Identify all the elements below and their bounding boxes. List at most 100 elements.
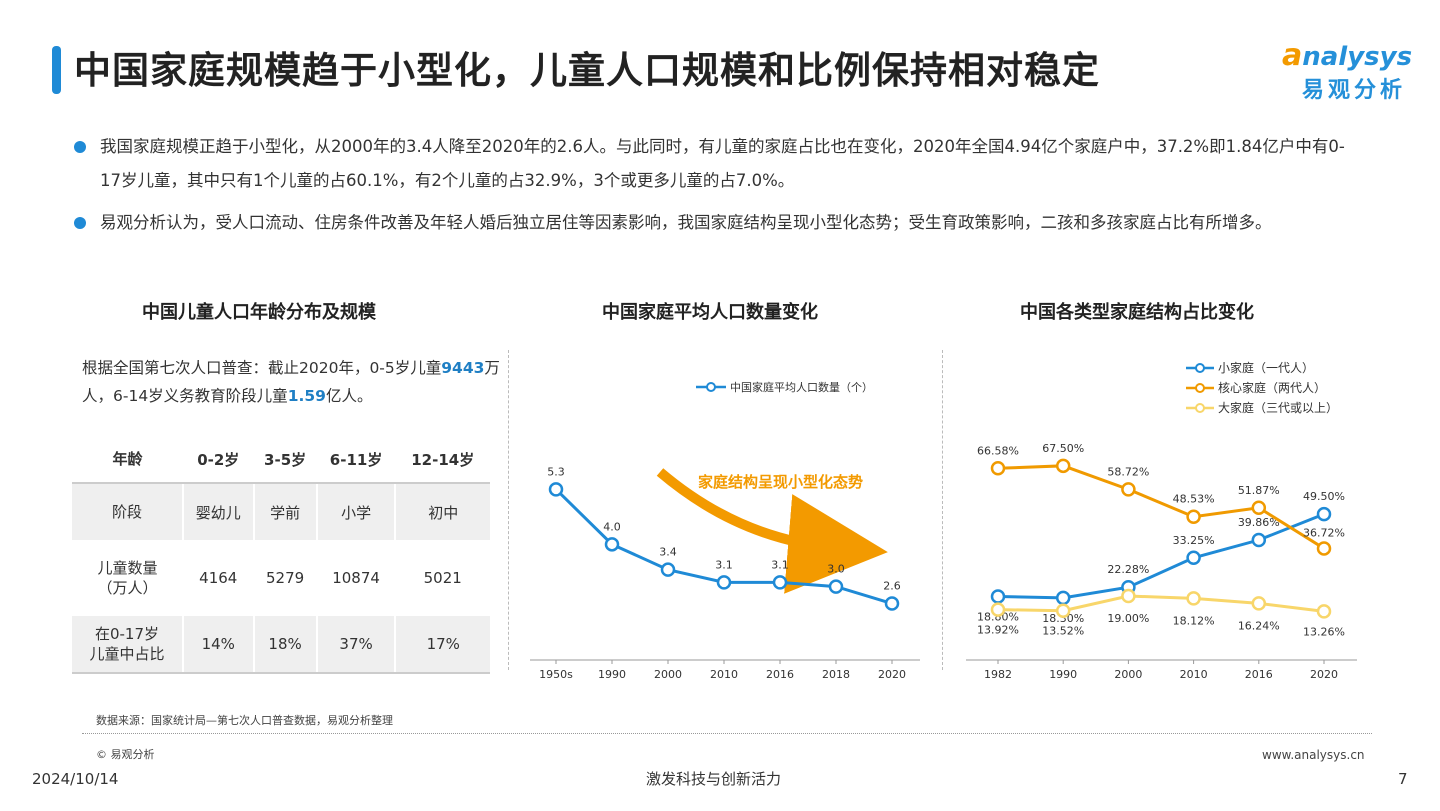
footer-divider [82,733,1372,734]
data-label: 33.25% [1173,534,1215,547]
series-line [997,464,1325,550]
bullet-dot-icon [74,141,86,153]
data-point [1186,591,1201,606]
logo-cn: 易观分析 [1302,78,1407,103]
data-label: 13.52% [1042,625,1084,638]
data-point [1251,500,1267,516]
x-tick-label: 1982 [984,668,1012,681]
bullet-dot-icon [74,217,86,229]
x-tick-label: 2010 [1180,668,1208,681]
data-label: 3.1 [771,558,789,571]
data-label: 51.87% [1238,484,1280,497]
data-point [772,575,788,590]
data-point [1055,458,1071,474]
data-label: 18.30% [1042,612,1084,625]
table-header: 12-14岁 [395,436,490,484]
data-source: 数据来源：国家统计局—第七次人口普查数据，易观分析整理 [96,714,393,727]
data-point [1186,550,1201,566]
table-cell: 14% [182,616,254,674]
logo: analysys [1282,38,1413,73]
data-point [1316,541,1332,556]
data-label: 18.12% [1173,614,1215,627]
data-point [990,602,1006,617]
table-row: 阶段 婴幼儿 学前 小学 初中 [72,483,490,540]
data-label: 4.0 [603,520,621,533]
table-row: 儿童数量 （万人） 4164 5279 10874 5021 [72,540,490,616]
legend-label: 小家庭（一代人） [1218,360,1314,375]
legend-label: 大家庭（三代或以上） [1218,400,1338,415]
data-label: 49.50% [1303,490,1345,503]
legend-marker [1195,403,1205,413]
data-label: 67.50% [1042,442,1084,455]
family-structure-chart: 1982 1990 2000 2010 2016 2020 18.80% 18.30% 22.2… [966,360,1357,681]
table-cell: 学前 [252,483,317,540]
data-label: 22.28% [1107,563,1149,576]
data-label: 36.72% [1303,526,1345,539]
census-note: 根据全国第七次人口普查：截止2020年，0-5岁儿童9443万人，6-14岁义务… [82,359,500,405]
data-label: 3.1 [715,558,733,571]
table-cell: 4164 [199,569,238,587]
table-cell: 儿童数量 （万人） [97,559,158,597]
data-point [1316,604,1332,619]
table-cell: 小学 [315,483,396,540]
page-number: 7 [1398,770,1408,788]
trend-annotation: 家庭结构呈现小型化态势 [698,473,863,491]
data-point [660,562,676,577]
bullet-1: 我国家庭规模正趋于小型化，从2000年的3.4人降至2020年的2.6人。与此同… [74,130,1354,198]
table-header: 年龄 [72,436,183,484]
table-header: 6-11岁 [316,436,396,484]
copyright: © 易观分析 [96,748,155,761]
table-cell: 婴幼儿 [182,483,254,540]
data-point [1251,532,1267,548]
data-point [1055,590,1071,606]
series-line [997,594,1325,613]
table-cell: 阶段 [72,483,183,540]
data-label: 66.58% [977,444,1019,457]
panel1-title: 中国儿童人口年龄分布及规模 [142,302,376,323]
x-tick-label: 1990 [1049,668,1077,681]
data-point [548,482,564,497]
data-label: 5.3 [547,465,565,478]
page-title: 中国家庭规模趋于小型化，儿童人口规模和比例保持相对稳定 [74,49,1100,92]
x-tick-label: 2016 [766,668,794,681]
data-label: 58.72% [1107,465,1149,478]
data-point [1121,482,1136,497]
data-label: 13.26% [1303,625,1345,638]
table-header-row: 年龄 0-2岁 3-5岁 6-11岁 12-14岁 [72,436,490,484]
bullet-text: 易观分析认为，受人口流动、住房条件改善及年轻人婚后独立居住等因素影响，我国家庭结… [100,213,1272,232]
table-row: 在0-17岁 儿童中占比 14% 18% 37% 17% [72,616,490,674]
table-cell: 18% [252,616,317,674]
household-size-chart: 家庭结构呈现小型化态势 1950s 1990 2000 2010 2016 2018 202… [530,380,920,681]
table-cell: 37% [315,616,396,674]
legend-marker [1195,383,1205,393]
data-point [716,575,732,590]
data-point [1055,603,1071,618]
panel-divider [508,350,509,670]
data-label: 3.0 [827,563,845,576]
data-point [604,537,620,552]
legend-label: 中国家庭平均人口数量（个） [730,380,873,394]
x-tick-label: 2000 [1114,668,1142,681]
table-cell: 5279 [266,569,305,587]
table-cell: 初中 [394,483,490,540]
legend-marker [1195,363,1205,373]
x-tick-label: 2000 [654,668,682,681]
data-label: 3.4 [659,546,677,559]
x-tick-label: 2010 [710,668,738,681]
table-cell: 10874 [332,569,380,587]
data-label: 2.6 [883,580,901,593]
data-point [884,596,900,611]
data-point [1316,506,1332,522]
table-cell: 5021 [423,569,462,587]
data-point [1121,588,1136,604]
data-point [990,461,1006,476]
table-header: 0-2岁 [183,436,254,484]
report-date: 2024/10/14 [32,770,119,788]
website-link[interactable]: www.analysys.cn [1262,748,1365,762]
bullet-2: 易观分析认为，受人口流动、住房条件改善及年轻人婚后独立居住等因素影响，我国家庭结… [74,206,1354,240]
data-point [828,579,844,594]
data-label: 16.24% [1238,619,1280,632]
data-point [1186,509,1201,524]
x-tick-label: 1990 [598,668,626,681]
series-line [997,512,1325,600]
